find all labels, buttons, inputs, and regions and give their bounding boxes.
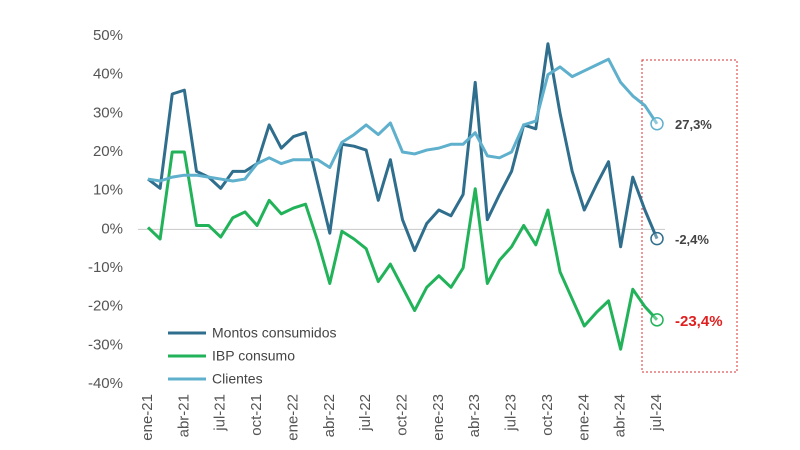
legend-label: IBP consumo <box>212 348 295 364</box>
x-tick-label: abr-23 <box>466 394 483 437</box>
x-tick-label: oct-21 <box>248 394 265 436</box>
x-tick-label: abr-22 <box>321 394 338 437</box>
value-label: -23,4% <box>675 313 723 330</box>
x-tick-label: oct-23 <box>539 394 556 436</box>
y-tick-label: -10% <box>88 259 123 276</box>
end-marker <box>650 313 664 327</box>
series-line <box>147 42 659 253</box>
x-tick-label: abr-24 <box>612 394 629 437</box>
series-line <box>147 57 659 183</box>
value-label: 27,3% <box>675 117 712 132</box>
legend-label: Clientes <box>212 371 263 387</box>
x-tick-label: ene-22 <box>284 394 301 441</box>
end-marker <box>650 231 664 246</box>
y-tick-label: 0% <box>101 220 123 237</box>
highlight-box <box>641 59 738 373</box>
x-tick-label: jul-21 <box>212 394 229 432</box>
series-line <box>146 150 659 351</box>
end-marker <box>650 117 664 131</box>
x-tick-label: oct-22 <box>393 394 410 436</box>
y-tick-label: 50% <box>93 27 123 44</box>
y-tick-label: -30% <box>88 336 123 353</box>
x-tick-label: jul-22 <box>357 394 374 432</box>
x-tick-label: abr-21 <box>175 394 192 437</box>
y-tick-label: -20% <box>88 298 123 315</box>
value-label: -2,4% <box>675 232 709 247</box>
y-tick-label: 40% <box>93 66 123 83</box>
y-tick-label: -40% <box>88 375 123 392</box>
x-tick-label: jul-24 <box>648 394 665 432</box>
y-tick-label: 30% <box>93 104 123 121</box>
x-tick-label: jul-23 <box>503 394 520 432</box>
x-tick-label: ene-21 <box>139 394 156 441</box>
x-tick-label: ene-24 <box>575 394 592 441</box>
y-tick-label: 20% <box>93 143 123 160</box>
x-tick-label: ene-23 <box>430 394 447 441</box>
y-tick-label: 10% <box>93 182 123 199</box>
legend-label: Montos consumidos <box>212 325 337 341</box>
